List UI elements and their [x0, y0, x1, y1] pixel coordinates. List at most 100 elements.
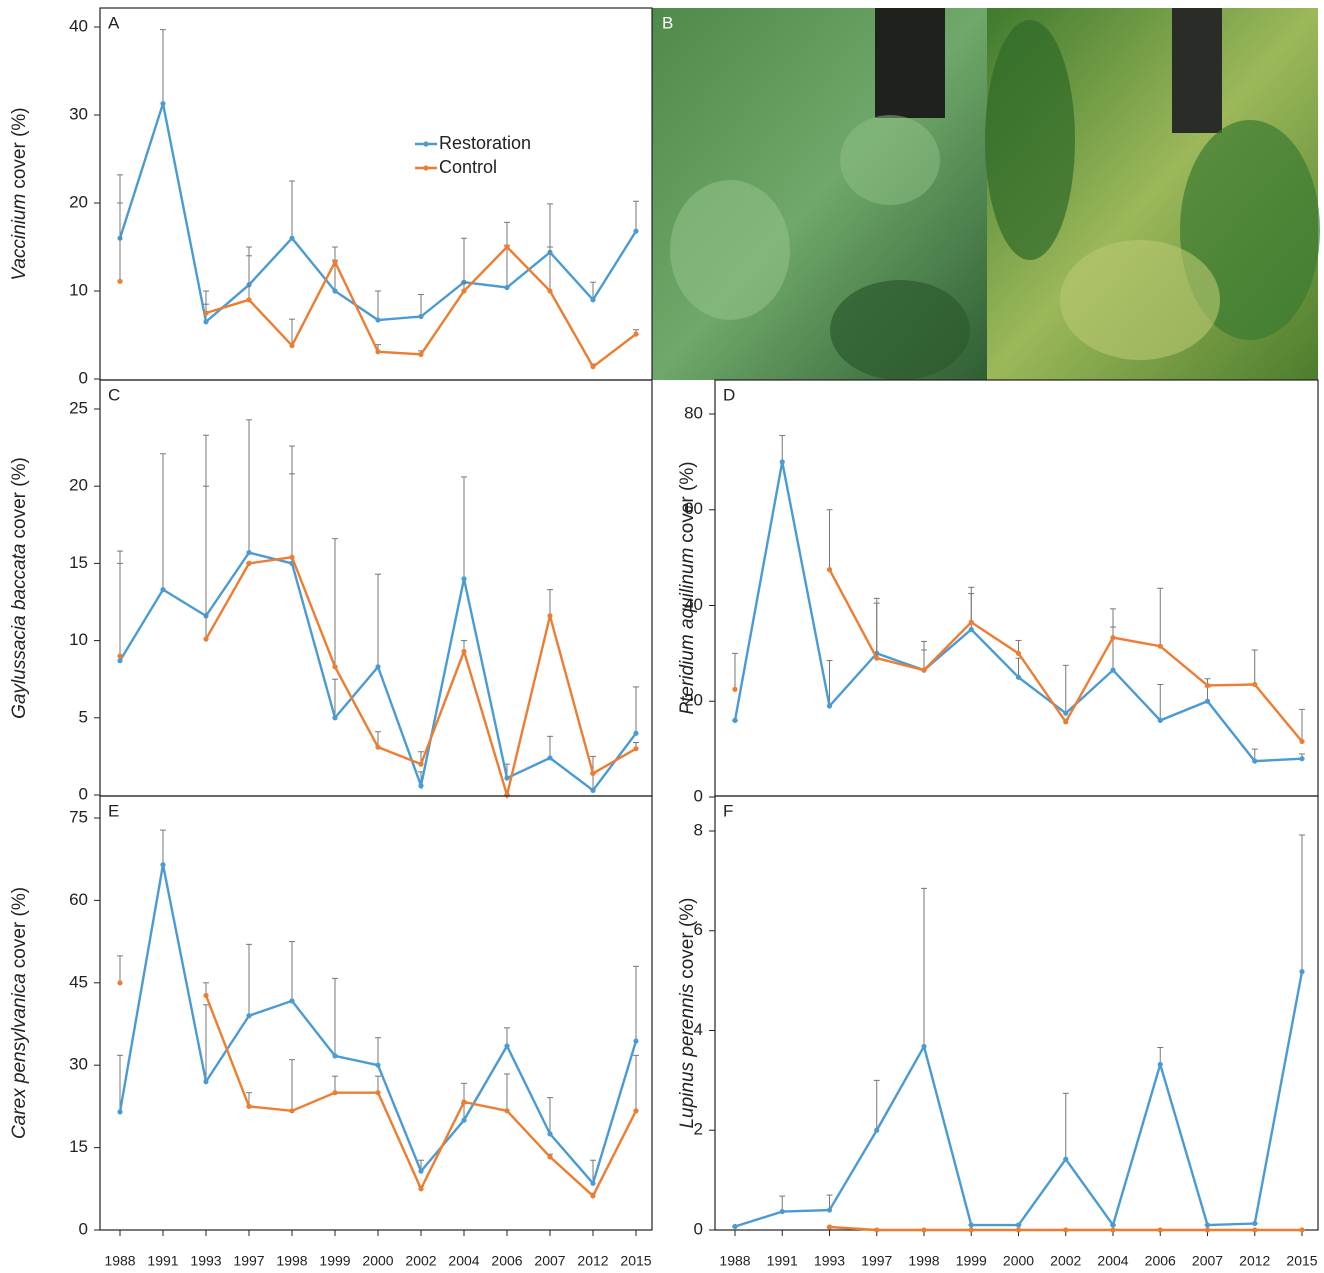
- y-axis-label: Vaccinium cover (%): [9, 107, 30, 280]
- point: [504, 792, 510, 798]
- point: [289, 554, 295, 560]
- point: [1110, 1222, 1116, 1228]
- point: [203, 319, 209, 325]
- x-tick-label: 2006: [1145, 1253, 1176, 1269]
- point: [461, 1099, 467, 1105]
- point: [1299, 738, 1305, 745]
- point: [1252, 681, 1258, 688]
- y-tick-label: 40: [684, 595, 703, 614]
- series-line: [734, 971, 1304, 1228]
- point: [1299, 756, 1305, 762]
- y-tick-label: 2: [694, 1120, 703, 1139]
- x-tick-label: 2015: [620, 1253, 651, 1269]
- point: [1063, 710, 1069, 716]
- y-axis-label: Lupinus perennis cover (%): [677, 897, 698, 1128]
- point: [203, 310, 209, 316]
- point: [1015, 1222, 1022, 1228]
- y-tick-label: 10: [69, 630, 88, 649]
- y-tick-label: 20: [69, 192, 88, 211]
- point: [590, 297, 596, 303]
- point: [633, 1038, 639, 1044]
- point: [590, 1180, 596, 1186]
- panel-label: F: [723, 801, 733, 820]
- x-tick-label: 1991: [147, 1253, 178, 1269]
- point: [826, 566, 833, 573]
- point: [289, 1108, 295, 1114]
- x-tick-label: 2000: [1003, 1253, 1034, 1269]
- y-axis-label: Pteridium aquilinum cover (%): [677, 461, 698, 714]
- y-tick-label: 4: [694, 1020, 703, 1039]
- point: [418, 313, 424, 320]
- point: [289, 998, 295, 1004]
- point: [1252, 1227, 1258, 1233]
- point: [246, 560, 252, 567]
- y-tick-label: 30: [69, 1055, 88, 1074]
- x-tick-label: 1998: [276, 1253, 307, 1269]
- point: [1063, 1156, 1069, 1162]
- point: [968, 619, 974, 625]
- x-tick-label: 2004: [1097, 1253, 1128, 1269]
- y-tick-label: 0: [79, 368, 88, 387]
- point: [1157, 1061, 1163, 1068]
- point: [504, 1043, 510, 1049]
- point: [779, 1208, 785, 1215]
- point: [418, 1186, 424, 1192]
- point: [547, 1131, 553, 1137]
- unit: cover (%): [9, 457, 30, 538]
- point: [375, 744, 381, 750]
- point: [246, 549, 252, 556]
- point: [332, 1090, 338, 1096]
- point: [1157, 717, 1163, 724]
- point: [375, 349, 381, 355]
- point: [375, 664, 381, 670]
- species-name: Carex pensylvanica: [9, 973, 30, 1139]
- point: [732, 1223, 738, 1230]
- point: [461, 288, 467, 294]
- point: [1204, 682, 1211, 689]
- x-tick-label: 1988: [104, 1253, 135, 1269]
- point: [633, 228, 639, 234]
- x-tick-label: 2007: [534, 1253, 565, 1269]
- unit: cover (%): [9, 107, 30, 188]
- point: [246, 297, 252, 303]
- point: [1204, 1222, 1211, 1228]
- x-tick-label: 2015: [1286, 1253, 1317, 1269]
- point: [1063, 719, 1069, 725]
- point: [203, 992, 209, 999]
- species-name: Vaccinium: [9, 194, 30, 281]
- y-tick-label: 40: [69, 16, 88, 35]
- point: [1204, 1227, 1211, 1233]
- point: [504, 284, 510, 291]
- point: [779, 459, 785, 465]
- point: [117, 658, 123, 664]
- point: [1015, 674, 1022, 680]
- point: [461, 576, 467, 582]
- x-tick-label: 2012: [1239, 1253, 1270, 1269]
- y-tick-label: 75: [69, 807, 88, 826]
- y-tick-label: 15: [69, 1137, 88, 1156]
- point: [160, 862, 166, 868]
- shrub: [985, 20, 1075, 260]
- plot-frame: [99, 379, 653, 797]
- point: [1252, 1220, 1258, 1227]
- point: [732, 717, 738, 724]
- photo-panel: B: [652, 8, 1320, 380]
- x-tick-label: 1997: [233, 1253, 264, 1269]
- y-tick-label: 80: [684, 403, 703, 422]
- point: [1110, 1227, 1116, 1233]
- x-tick-label: 1998: [908, 1253, 939, 1269]
- species-name: Pteridium aquilinum: [677, 548, 698, 715]
- legend-label: Restoration: [439, 133, 531, 153]
- point: [504, 775, 510, 781]
- point: [332, 259, 338, 265]
- point: [504, 1108, 510, 1114]
- point: [874, 1127, 880, 1133]
- point: [633, 730, 639, 736]
- series-line: [118, 103, 638, 325]
- point: [826, 703, 833, 709]
- point: [921, 667, 927, 673]
- y-axis-label: Gaylussacia baccata cover (%): [9, 457, 30, 719]
- point: [203, 1079, 209, 1085]
- point: [826, 1207, 833, 1213]
